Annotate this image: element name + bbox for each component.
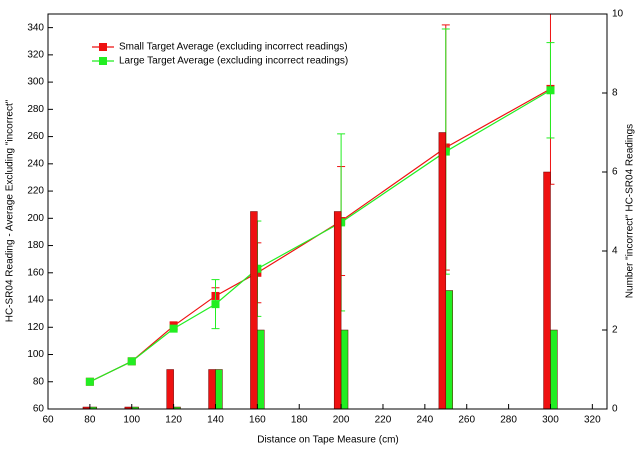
marker — [211, 300, 220, 309]
x-tick-label: 280 — [500, 415, 517, 426]
x-tick-label: 300 — [542, 415, 559, 426]
bar — [438, 132, 447, 409]
bar — [215, 369, 223, 409]
y-tick-label: 240 — [27, 158, 44, 169]
x-tick-label: 320 — [584, 415, 601, 426]
y-tick-label: 320 — [27, 50, 44, 61]
bar — [257, 329, 265, 409]
y-tick-label: 100 — [27, 349, 44, 360]
legend-label: Small Target Average (excluding incorrec… — [119, 42, 348, 53]
x-tick-label: 100 — [123, 415, 140, 426]
bar — [333, 211, 342, 409]
plot-area — [82, 14, 558, 409]
line — [89, 88, 551, 383]
y-tick-label: 280 — [27, 104, 44, 115]
marker — [127, 357, 136, 366]
bar — [340, 329, 349, 409]
y2-tick-label: 4 — [612, 246, 618, 257]
y-tick-label: 60 — [33, 404, 45, 415]
y-tick-label: 220 — [27, 186, 44, 197]
x-tick-label: 120 — [165, 415, 182, 426]
x-tick-label: 200 — [333, 415, 350, 426]
x-tick-label: 140 — [207, 415, 224, 426]
y2-tick-label: 2 — [612, 325, 618, 336]
x-tick-label: 80 — [84, 415, 96, 426]
y-tick-label: 160 — [27, 267, 44, 278]
x-axis-title: Distance on Tape Measure (cm) — [257, 435, 399, 446]
y2-tick-label: 0 — [612, 404, 618, 415]
y2-tick-label: 6 — [612, 167, 618, 178]
x-tick-label: 260 — [458, 415, 475, 426]
marker — [85, 377, 94, 386]
legend-label: Large Target Average (excluding incorrec… — [119, 56, 348, 67]
legend-marker — [99, 43, 107, 51]
bar — [543, 171, 551, 409]
x-tick-label: 160 — [249, 415, 266, 426]
bar — [166, 369, 174, 409]
marker — [169, 324, 178, 333]
plot-frame — [47, 13, 608, 410]
y-tick-label: 300 — [27, 77, 44, 88]
bar — [445, 290, 453, 409]
y-tick-label: 140 — [27, 295, 44, 306]
y-tick-label: 260 — [27, 131, 44, 142]
y-tick-label: 200 — [27, 213, 44, 224]
y-tick-label: 120 — [27, 322, 44, 333]
y-tick-label: 80 — [33, 376, 45, 387]
x-tick-label: 180 — [291, 415, 308, 426]
x-tick-label: 60 — [42, 415, 54, 426]
bar — [550, 329, 558, 409]
y-axis-title: HC-SR04 Reading - Average Excluding "inc… — [5, 99, 16, 322]
line — [89, 89, 551, 383]
bar — [250, 211, 258, 409]
marker — [546, 86, 555, 95]
y-tick-label: 340 — [27, 22, 44, 33]
x-tick-label: 240 — [417, 415, 434, 426]
y2-tick-label: 10 — [612, 9, 624, 20]
y2-tick-label: 8 — [612, 88, 618, 99]
x-tick-label: 220 — [375, 415, 392, 426]
y-tick-label: 180 — [27, 240, 44, 251]
bar — [208, 369, 216, 409]
legend-marker — [99, 57, 107, 65]
y2-axis-title: Number "incorrect" HC-SR04 Readings — [625, 124, 636, 298]
